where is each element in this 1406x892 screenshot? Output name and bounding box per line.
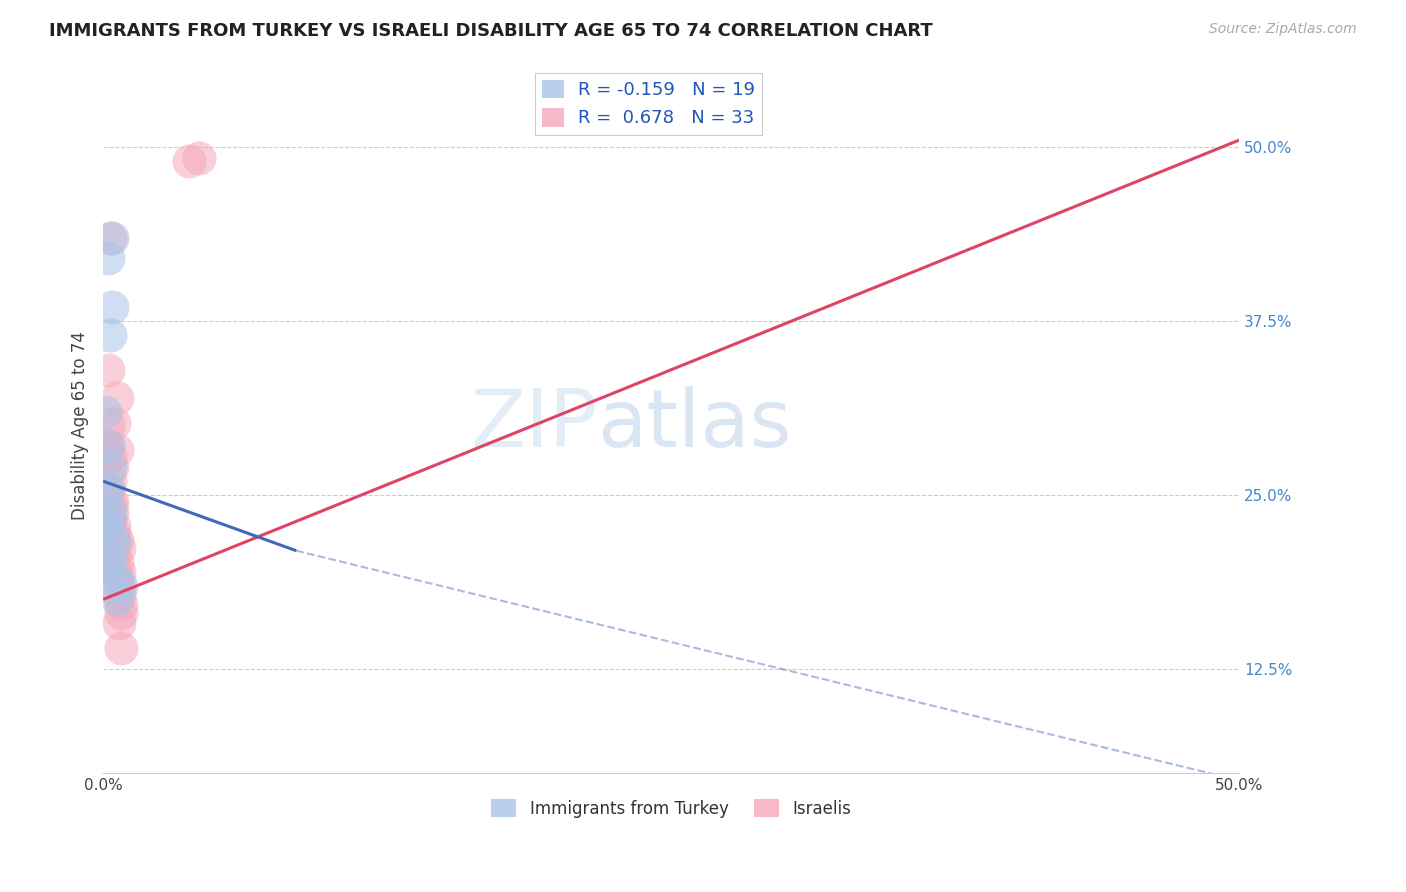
Point bbox=[98, 513, 121, 527]
Point bbox=[110, 578, 132, 592]
Point bbox=[108, 541, 131, 555]
Point bbox=[98, 328, 121, 343]
Point bbox=[97, 560, 120, 574]
Point bbox=[103, 518, 125, 533]
Point bbox=[110, 607, 132, 621]
Point bbox=[103, 547, 125, 561]
Text: ZIP: ZIP bbox=[470, 386, 598, 465]
Point bbox=[101, 460, 124, 475]
Point bbox=[101, 505, 124, 519]
Y-axis label: Disability Age 65 to 74: Disability Age 65 to 74 bbox=[72, 331, 89, 520]
Point bbox=[101, 230, 124, 244]
Point bbox=[105, 592, 128, 607]
Point bbox=[187, 151, 209, 165]
Point bbox=[101, 530, 124, 544]
Point bbox=[94, 495, 117, 509]
Point bbox=[98, 550, 121, 565]
Point bbox=[94, 518, 117, 533]
Point bbox=[98, 474, 121, 488]
Text: Source: ZipAtlas.com: Source: ZipAtlas.com bbox=[1209, 22, 1357, 37]
Point bbox=[98, 505, 121, 519]
Point bbox=[103, 527, 125, 541]
Point bbox=[97, 418, 120, 433]
Point bbox=[97, 485, 120, 500]
Point bbox=[97, 481, 120, 495]
Point bbox=[105, 391, 128, 405]
Point bbox=[97, 439, 120, 453]
Point bbox=[101, 300, 124, 314]
Point bbox=[94, 404, 117, 418]
Point bbox=[105, 568, 128, 582]
Point bbox=[97, 363, 120, 377]
Point bbox=[108, 588, 131, 602]
Point bbox=[94, 485, 117, 500]
Point bbox=[97, 252, 120, 266]
Point bbox=[98, 230, 121, 244]
Point bbox=[103, 537, 125, 551]
Text: IMMIGRANTS FROM TURKEY VS ISRAELI DISABILITY AGE 65 TO 74 CORRELATION CHART: IMMIGRANTS FROM TURKEY VS ISRAELI DISABI… bbox=[49, 22, 934, 40]
Point bbox=[108, 616, 131, 631]
Point bbox=[94, 491, 117, 505]
Point bbox=[179, 153, 201, 168]
Point bbox=[98, 495, 121, 509]
Point bbox=[108, 565, 131, 579]
Point bbox=[103, 416, 125, 430]
Point bbox=[97, 439, 120, 453]
Text: atlas: atlas bbox=[598, 386, 792, 465]
Point bbox=[110, 641, 132, 656]
Point bbox=[108, 578, 131, 592]
Point bbox=[105, 555, 128, 569]
Point bbox=[103, 568, 125, 582]
Point bbox=[98, 460, 121, 475]
Point bbox=[98, 449, 121, 463]
Legend: Immigrants from Turkey, Israelis: Immigrants from Turkey, Israelis bbox=[485, 793, 858, 824]
Point bbox=[110, 597, 132, 611]
Point bbox=[101, 495, 124, 509]
Point bbox=[105, 533, 128, 547]
Point bbox=[105, 443, 128, 458]
Point bbox=[97, 513, 120, 527]
